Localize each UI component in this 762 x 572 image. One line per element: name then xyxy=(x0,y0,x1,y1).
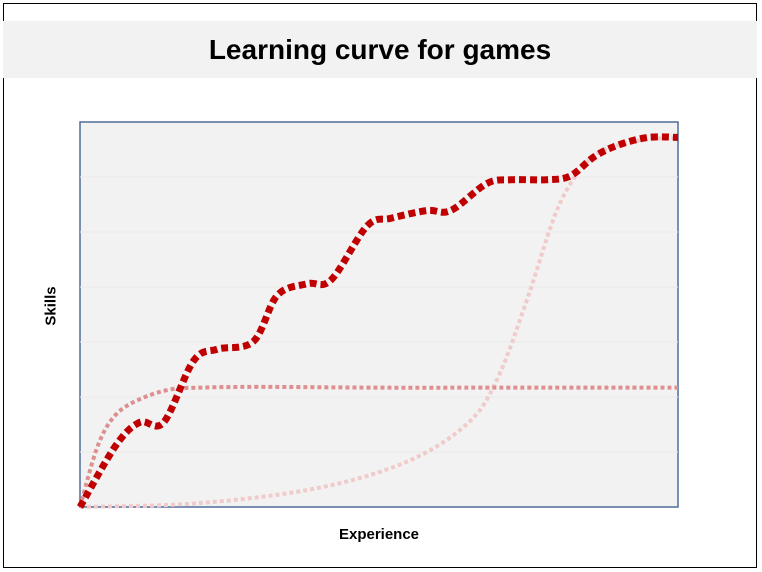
gridlines xyxy=(80,176,678,453)
title-band: Learning curve for games xyxy=(3,21,757,78)
plot-area xyxy=(79,121,679,508)
series-line-2 xyxy=(78,384,678,508)
chart-title: Learning curve for games xyxy=(208,33,552,65)
x-axis-label: Experience xyxy=(338,526,420,543)
series-line-1 xyxy=(76,133,679,509)
series-line-3 xyxy=(79,135,679,509)
series-layer xyxy=(76,133,679,509)
y-axis-label: Skills xyxy=(42,286,60,326)
